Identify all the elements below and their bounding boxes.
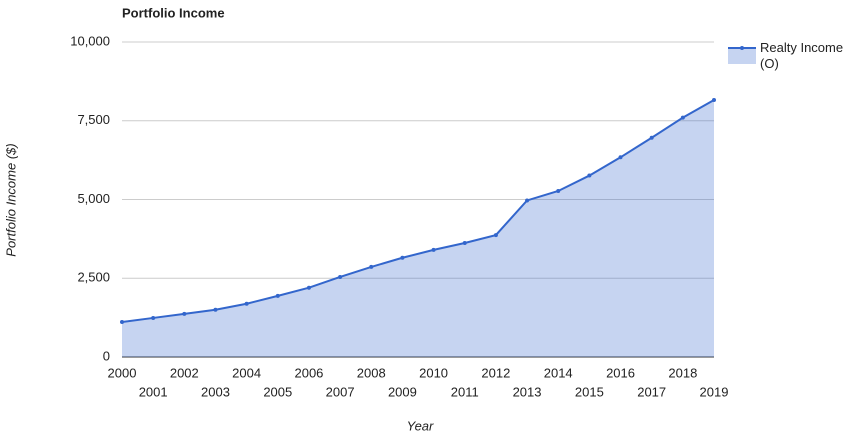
point (556, 188, 561, 193)
point (182, 311, 187, 316)
point (306, 285, 311, 290)
x-tick-label: 2002 (170, 365, 199, 380)
x-tick-label: 2004 (232, 365, 261, 380)
point (462, 240, 467, 245)
x-tick-label: 2011 (451, 384, 479, 399)
area-fill (122, 99, 714, 358)
point (213, 307, 218, 312)
point (525, 198, 530, 203)
x-tick-label: 2016 (606, 365, 635, 380)
x-tick-label: 2009 (388, 384, 417, 399)
y-tick-label: 5,000 (77, 191, 110, 206)
x-tick-label: 2000 (108, 365, 137, 380)
y-tick-label: 2,500 (77, 270, 110, 285)
point (431, 247, 436, 252)
x-tick-label: 2013 (513, 384, 542, 399)
point (712, 97, 716, 102)
legend-swatch (728, 48, 756, 64)
point (120, 320, 124, 325)
x-tick-label: 2019 (700, 384, 729, 399)
point (400, 255, 405, 260)
x-tick-label: 2012 (481, 365, 510, 380)
x-tick-label: 2010 (419, 365, 448, 380)
point (275, 293, 280, 298)
x-tick-label: 2001 (139, 384, 168, 399)
x-tick-label: 2015 (575, 384, 604, 399)
x-tick-label: 2017 (637, 384, 666, 399)
legend-label: Realty Income (O) (760, 40, 844, 71)
point (618, 155, 623, 160)
y-tick-label: 10,000 (70, 33, 110, 48)
legend-point (740, 46, 744, 50)
y-tick-label: 7,500 (77, 112, 110, 127)
x-axis-title: Year (407, 418, 434, 433)
x-tick-label: 2003 (201, 384, 230, 399)
chart-title: Portfolio Income (122, 5, 225, 20)
point (369, 264, 374, 269)
x-tick-label: 2007 (326, 384, 355, 399)
point (338, 274, 343, 279)
x-tick-label: 2018 (668, 365, 697, 380)
point (493, 233, 498, 238)
point (680, 115, 685, 120)
point (151, 315, 156, 320)
point (244, 301, 249, 306)
point (587, 173, 592, 178)
x-tick-label: 2008 (357, 365, 386, 380)
point (649, 135, 654, 140)
y-axis-title: Portfolio Income ($) (3, 143, 18, 256)
x-tick-label: 2006 (294, 365, 323, 380)
x-tick-label: 2005 (263, 384, 292, 399)
line (121, 99, 715, 324)
y-tick-label: 0 (103, 348, 110, 363)
x-tick-label: 2014 (544, 365, 573, 380)
